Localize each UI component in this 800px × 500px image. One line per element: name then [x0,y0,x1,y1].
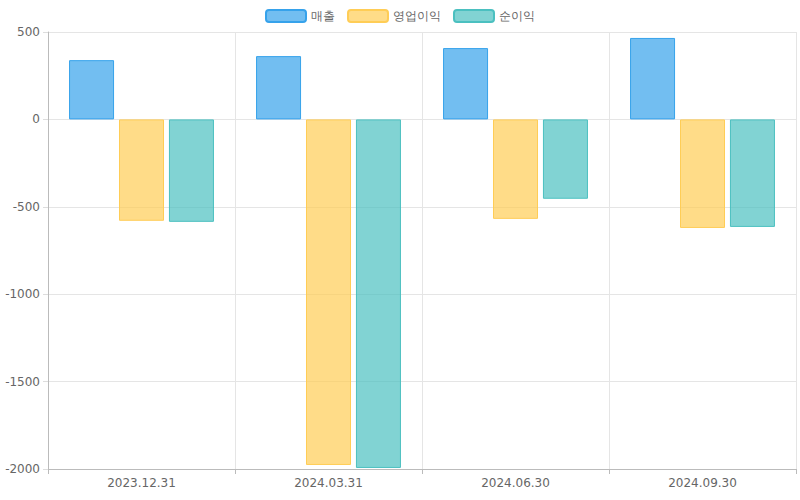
svg-text:매출: 매출 [311,9,335,23]
svg-text:순이익: 순이익 [499,9,535,23]
svg-text:2023.12.31: 2023.12.31 [107,476,176,490]
svg-text:영업이익: 영업이익 [393,9,441,23]
svg-text:2024.03.31: 2024.03.31 [294,476,363,490]
svg-text:0: 0 [32,112,40,126]
svg-text:-500: -500 [13,200,40,214]
svg-text:-2000: -2000 [5,462,40,476]
svg-text:2024.06.30: 2024.06.30 [481,476,550,490]
svg-text:-1500: -1500 [5,375,40,389]
svg-text:2024.09.30: 2024.09.30 [668,476,737,490]
svg-text:500: 500 [17,25,40,39]
svg-text:-1000: -1000 [5,287,40,301]
